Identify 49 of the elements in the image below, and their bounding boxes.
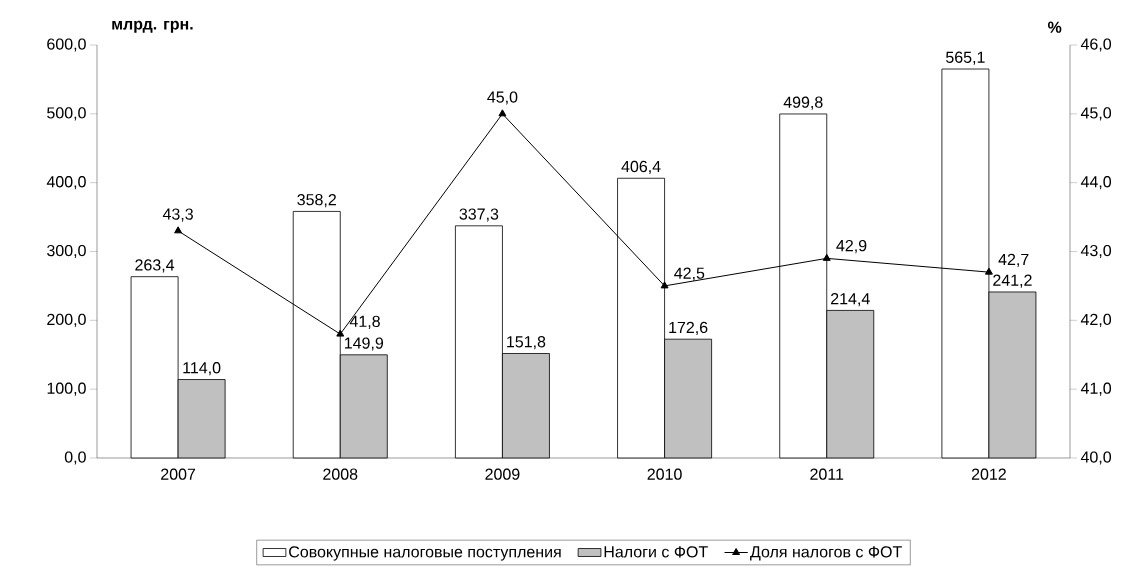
x-tick-label: 2012 [971, 468, 1006, 480]
legend-label: Совокупные налоговые поступления [289, 546, 561, 561]
point [984, 267, 993, 275]
y-tick-label: 0,0 [64, 451, 86, 465]
x-tick-label: 2010 [647, 468, 682, 480]
data-label: 565,1 [946, 51, 985, 65]
y-tick-label: 200,0 [47, 313, 86, 327]
point [174, 226, 183, 234]
y-tick-label: 100,0 [47, 382, 86, 396]
y-axis-title: млрд. грн. [112, 20, 193, 33]
data-label: 42,9 [836, 239, 867, 254]
x-tick-label: 2008 [323, 468, 358, 480]
point [336, 329, 345, 337]
data-label: 263,4 [135, 259, 175, 273]
y-tick-label: 500,0 [47, 107, 86, 121]
point [498, 109, 507, 117]
y2-tick-label: 43,0 [1080, 244, 1112, 259]
data-label: 337,3 [459, 208, 499, 222]
y-tick-label: 400,0 [46, 176, 86, 190]
point [660, 281, 669, 289]
data-label: 406,4 [621, 160, 661, 175]
data-label: 151,8 [507, 336, 546, 350]
data-label: 45,0 [487, 91, 518, 105]
data-label: 41,8 [349, 315, 380, 329]
legend-label: Доля налогов с ФОТ [750, 546, 902, 561]
y-tick-label: 600,0 [47, 38, 86, 52]
y2-tick-label: 45,0 [1080, 107, 1112, 121]
data-label: 114,0 [183, 362, 221, 376]
data-label: 358,2 [297, 194, 336, 208]
x-tick-label: 2011 [810, 468, 844, 480]
data-label: 241,2 [993, 274, 1032, 288]
y2-axis-title: % [1047, 21, 1062, 33]
y2-tick-label: 46,0 [1080, 38, 1112, 52]
y-tick-label: 300,0 [47, 244, 86, 259]
legend-label: Налоги с ФОТ [604, 546, 708, 558]
data-label: 149,9 [344, 337, 384, 351]
x-tick-label: 2009 [485, 468, 520, 480]
x-tick-label: 2007 [161, 468, 196, 480]
y2-tick-label: 40,0 [1080, 451, 1112, 465]
y2-tick-label: 44,0 [1080, 176, 1112, 190]
data-label: 42,7 [998, 253, 1029, 267]
y2-tick-label: 41,0 [1080, 382, 1112, 396]
data-label: 172,6 [669, 321, 708, 335]
data-label: 43,3 [162, 208, 193, 222]
data-label: 214,4 [831, 293, 870, 307]
data-label: 42,5 [674, 267, 705, 281]
y2-tick-label: 42,0 [1080, 313, 1112, 327]
point [822, 253, 831, 261]
data-label: 499,8 [783, 96, 823, 110]
